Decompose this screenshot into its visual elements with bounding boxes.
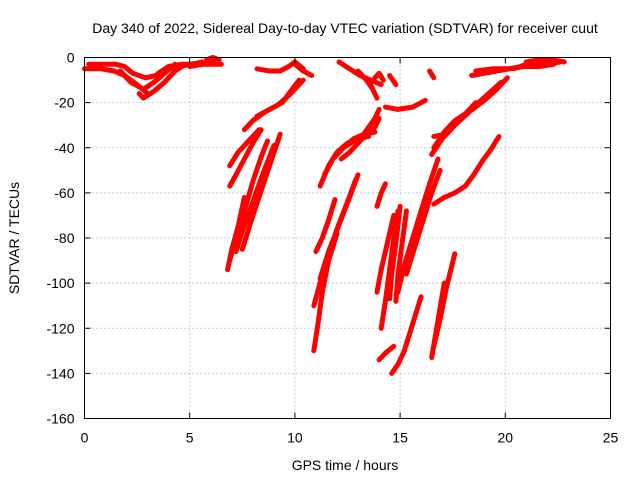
data-series: [372, 70, 386, 83]
y-tick-label: -40: [54, 140, 74, 156]
axis-ticks: [84, 57, 611, 419]
y-tick-label: -160: [46, 411, 74, 427]
y-tick-label: -120: [46, 320, 74, 336]
data-series: [136, 61, 188, 101]
data-series-group: [82, 55, 567, 376]
data-series: [227, 138, 270, 264]
chart-title: Day 340 of 2022, Sidereal Day-to-day VTE…: [92, 20, 598, 36]
data-series: [233, 143, 277, 254]
plot-frame: [84, 57, 611, 419]
data-series: [523, 57, 567, 65]
x-tick-label: 15: [392, 430, 408, 446]
data-series: [227, 127, 264, 189]
x-tick-label: 10: [287, 430, 303, 446]
data-series: [374, 181, 388, 209]
data-series: [254, 77, 302, 119]
y-axis-label: SDTVAR / TECUs: [6, 182, 22, 294]
x-tick-labels: 0 5 10 15 20 25: [81, 430, 619, 446]
x-axis-label: GPS time / hours: [292, 457, 399, 473]
data-series: [376, 343, 397, 363]
data-series: [366, 77, 380, 101]
data-series: [239, 131, 283, 252]
y-tick-label: 0: [67, 50, 75, 66]
data-series: [387, 73, 399, 88]
y-tick-label: -100: [46, 275, 74, 291]
data-series: [227, 127, 262, 169]
data-series: [382, 97, 428, 112]
data-series: [403, 167, 443, 277]
x-tick-label: 25: [603, 430, 619, 446]
y-tick-label: -60: [54, 185, 74, 201]
x-tick-label: 0: [81, 430, 89, 446]
data-series: [431, 183, 468, 207]
data-series: [313, 197, 338, 254]
y-tick-labels: 0 -20 -40 -60 -80 -100 -120 -140 -160: [46, 50, 74, 427]
data-series: [374, 212, 397, 295]
data-series: [317, 172, 361, 282]
y-tick-label: -80: [54, 230, 74, 246]
data-series: [359, 106, 382, 139]
grid: [84, 57, 611, 419]
y-tick-label: -140: [46, 365, 74, 381]
y-tick-label: -20: [54, 95, 74, 111]
data-series: [431, 251, 458, 349]
data-series: [462, 134, 502, 189]
x-tick-label: 20: [498, 430, 514, 446]
data-series: [395, 156, 441, 295]
data-series: [431, 79, 504, 139]
data-series: [427, 68, 437, 81]
data-series: [389, 294, 424, 376]
data-series: [292, 61, 315, 78]
x-tick-label: 5: [186, 430, 194, 446]
data-series: [387, 203, 403, 302]
data-series: [187, 61, 224, 69]
